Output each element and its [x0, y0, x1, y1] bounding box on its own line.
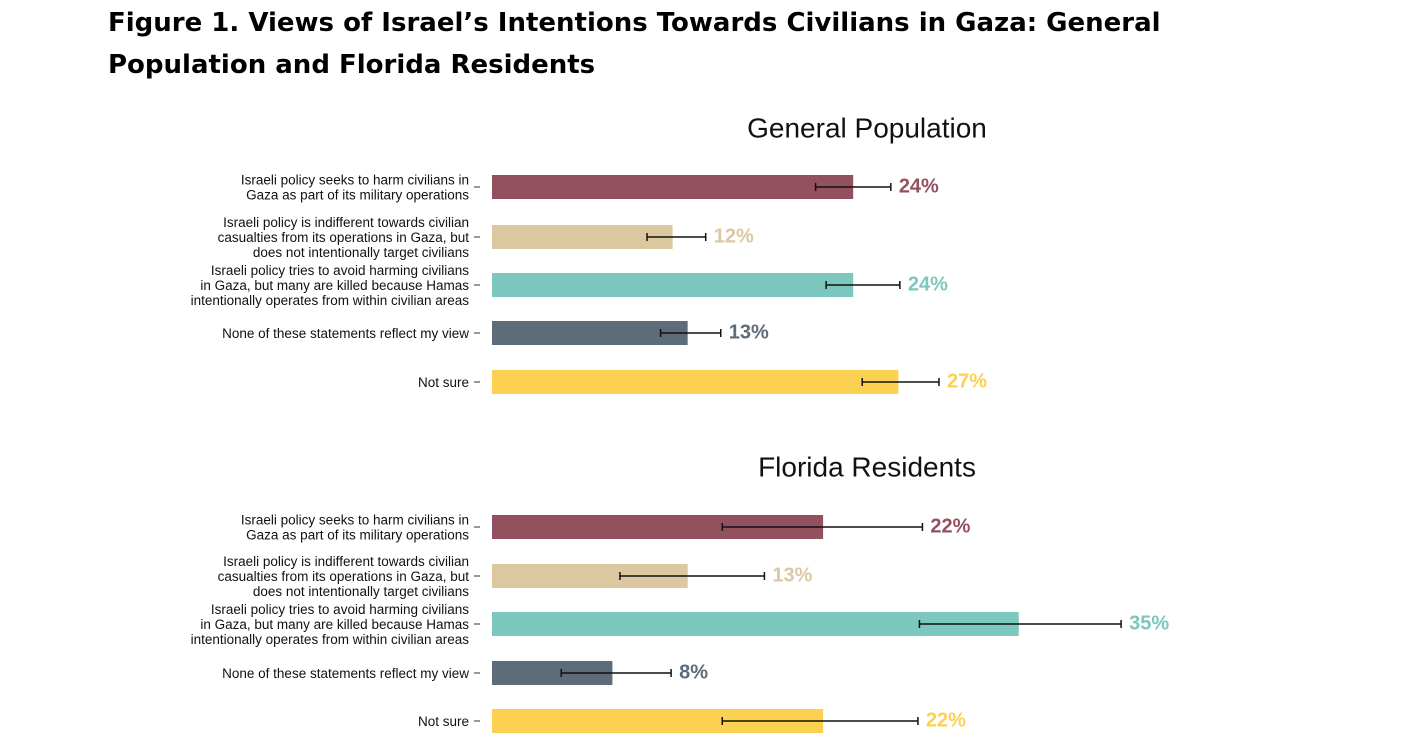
value-label-general-4: 27% — [947, 370, 987, 392]
category-label-general-3: None of these statements reflect my view — [222, 326, 469, 341]
value-label-general-2: 24% — [908, 273, 948, 295]
category-label-general-4: Not sure — [418, 375, 469, 390]
panel-title-general: General Population — [747, 112, 987, 143]
value-label-florida-3: 8% — [679, 661, 708, 683]
bar-general-3 — [492, 321, 688, 345]
category-label-general-2: Israeli policy tries to avoid harming ci… — [191, 263, 470, 308]
value-label-florida-2: 35% — [1129, 612, 1169, 634]
value-label-general-3: 13% — [729, 321, 769, 343]
value-label-florida-4: 22% — [926, 709, 966, 731]
bar-general-1 — [492, 225, 673, 249]
value-label-florida-1: 13% — [772, 564, 812, 586]
value-label-general-0: 24% — [899, 175, 939, 197]
value-label-general-1: 12% — [714, 225, 754, 247]
panel-title-florida: Florida Residents — [758, 451, 976, 482]
bar-general-0 — [492, 175, 854, 199]
category-label-florida-3: None of these statements reflect my view — [222, 666, 469, 681]
category-label-general-1: Israeli policy is indifferent towards ci… — [218, 215, 470, 260]
category-label-general-0: Israeli policy seeks to harm civilians i… — [241, 173, 469, 203]
category-label-florida-0: Israeli policy seeks to harm civilians i… — [241, 513, 469, 543]
value-label-florida-0: 22% — [930, 515, 970, 537]
category-label-florida-4: Not sure — [418, 714, 469, 729]
figure-title: Figure 1. Views of Israel’s Intentions T… — [108, 8, 1161, 80]
bar-general-4 — [492, 370, 899, 394]
bar-general-2 — [492, 273, 854, 297]
category-label-florida-1: Israeli policy is indifferent towards ci… — [218, 554, 470, 599]
category-label-florida-2: Israeli policy tries to avoid harming ci… — [191, 602, 470, 647]
